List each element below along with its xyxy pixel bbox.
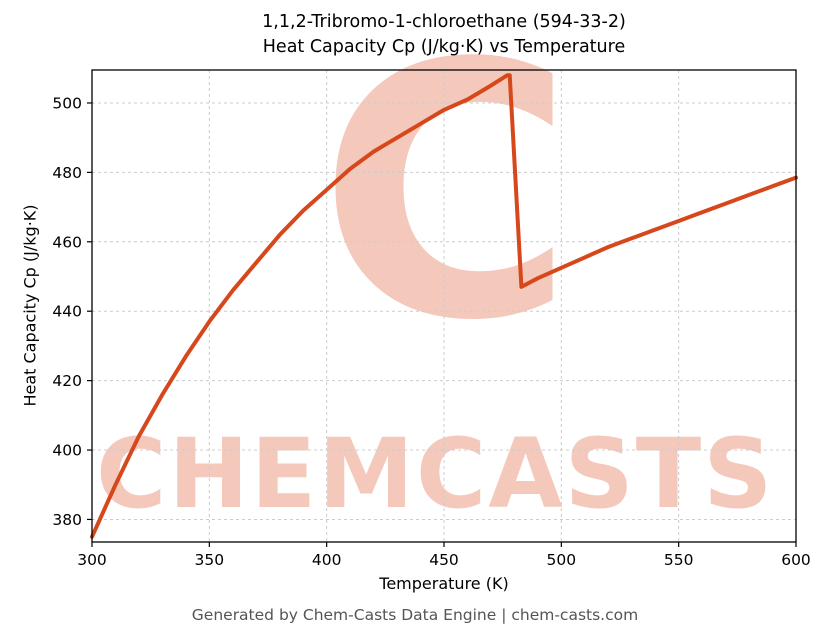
x-axis-label: Temperature (K) [379, 574, 509, 593]
chart-title: 1,1,2-Tribromo-1-chloroethane (594-33-2)… [92, 10, 796, 61]
cp-data-line [90, 73, 798, 539]
y-tick-label: 380 [52, 511, 82, 529]
x-tick-label: 400 [312, 551, 342, 569]
watermark-text: CHEMCASTS [96, 418, 775, 530]
y-tick-label: 420 [52, 372, 82, 390]
x-tick-label: 550 [664, 551, 694, 569]
x-tick-label: 500 [547, 551, 577, 569]
chart-title-line2: Heat Capacity Cp (J/kg·K) vs Temperature [262, 37, 626, 58]
x-tick-label: 450 [429, 551, 459, 569]
chart-title-line1: 1,1,2-Tribromo-1-chloroethane (594-33-2) [262, 12, 626, 32]
y-axis-label: Heat Capacity Cp (J/kg·K) [20, 204, 40, 407]
y-tick-label: 400 [52, 442, 82, 460]
footer-credit: Generated by Chem-Casts Data Engine | ch… [191, 606, 639, 624]
x-tick-label: 350 [195, 551, 225, 569]
y-tick-label: 440 [52, 303, 82, 321]
watermark-logo-icon: C [318, 0, 575, 397]
x-tick-label: 600 [781, 551, 811, 569]
y-tick-label: 460 [52, 233, 82, 251]
y-tick-label: 480 [52, 164, 82, 182]
x-tick-label: 300 [77, 551, 107, 569]
y-tick-label: 500 [52, 94, 82, 112]
